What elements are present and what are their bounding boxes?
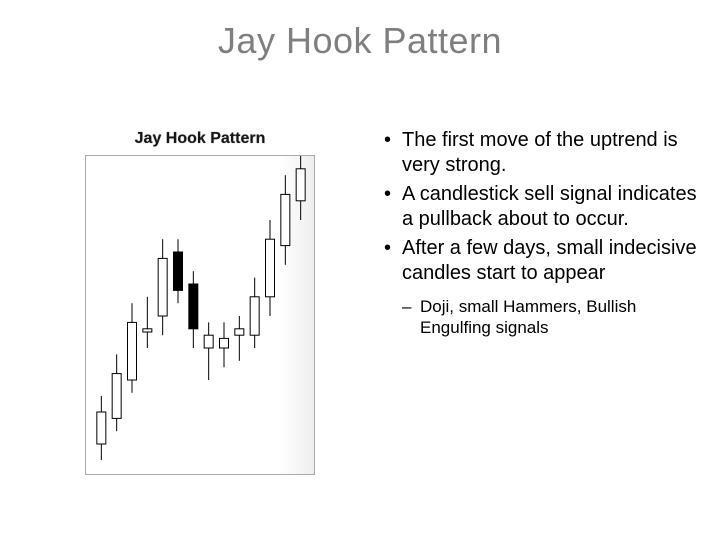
page-title: Jay Hook Pattern	[0, 20, 720, 62]
bullet-item: The first move of the uptrend is very st…	[380, 128, 700, 178]
chart-title: Jay Hook Pattern	[85, 130, 315, 148]
sub-bullet-item: Doji, small Hammers, Bullish Engulfing s…	[380, 296, 700, 339]
slide: Jay Hook Pattern Jay Hook Pattern The fi…	[0, 0, 720, 540]
bullet-list: The first move of the uptrend is very st…	[380, 128, 700, 339]
chart-svg	[86, 156, 316, 476]
bullet-item: A candlestick sell signal indicates a pu…	[380, 182, 700, 232]
bullet-item: After a few days, small indecisive candl…	[380, 236, 700, 286]
candlestick-chart	[85, 155, 315, 475]
